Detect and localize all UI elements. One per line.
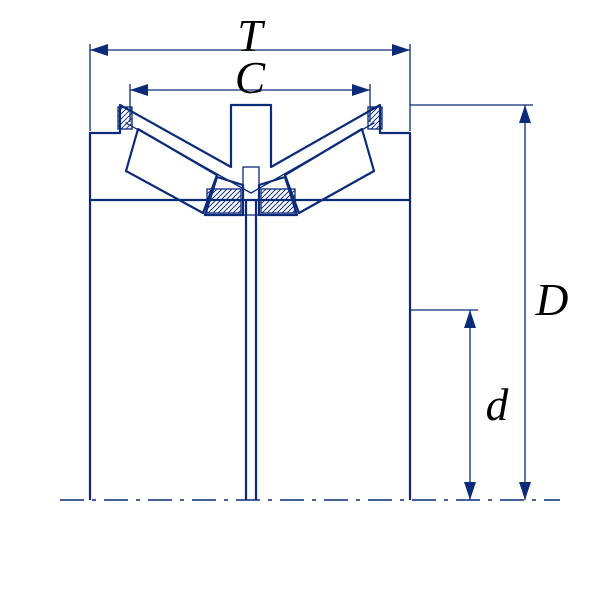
diagram-svg bbox=[0, 0, 600, 600]
dim-label-d: d bbox=[486, 379, 509, 431]
bearing-section-diagram: T C D d bbox=[0, 0, 600, 600]
dim-label-C: C bbox=[235, 52, 265, 104]
dim-label-D: D bbox=[536, 274, 569, 326]
